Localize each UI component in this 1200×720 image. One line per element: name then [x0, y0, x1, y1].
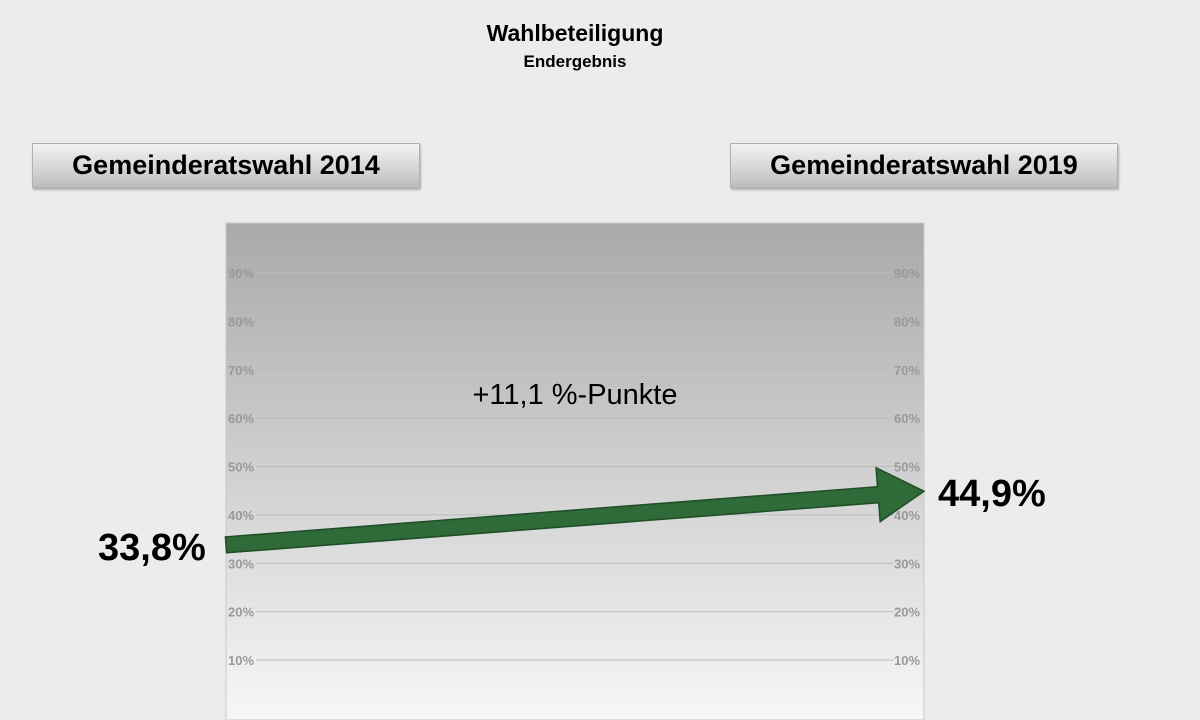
tick-label-left-50: 50%	[228, 460, 254, 475]
tick-label-left-70: 70%	[228, 363, 254, 378]
y-axis-ticks: 10% 10% 20% 20% 30% 30% 40% 40% 50% 50% 60% 60% 70% 7…	[228, 266, 920, 668]
tick-label-left-80: 80%	[228, 314, 254, 329]
tick-label-left-40: 40%	[228, 508, 254, 523]
tick-label-right-70: 70%	[894, 363, 920, 378]
tick-label-right-40: 40%	[894, 508, 920, 523]
tick-label-right-10: 10%	[894, 653, 920, 668]
tick-label-left-90: 90%	[228, 266, 254, 281]
tick-label-left-20: 20%	[228, 605, 254, 620]
chart-subtitle: Endergebnis	[523, 52, 627, 71]
tick-label-left-30: 30%	[228, 556, 254, 571]
tick-label-right-30: 30%	[894, 556, 920, 571]
tick-label-left-10: 10%	[228, 653, 254, 668]
tick-label-right-50: 50%	[894, 460, 920, 475]
value-label-2019: 44,9%	[938, 473, 1046, 515]
category-label-2014: Gemeinderatswahl 2014	[32, 143, 420, 188]
chart-title: Wahlbeteiligung	[486, 20, 664, 46]
tick-label-right-20: 20%	[894, 605, 920, 620]
tick-label-right-90: 90%	[894, 266, 920, 281]
change-annotation: +11,1 %-Punkte	[472, 379, 677, 411]
tick-label-right-80: 80%	[894, 314, 920, 329]
tick-label-right-60: 60%	[894, 411, 920, 426]
trend-arrow	[224, 466, 926, 554]
tick-label-left-60: 60%	[228, 411, 254, 426]
trend-arrow-shape	[224, 466, 926, 554]
value-label-2014: 33,8%	[98, 527, 206, 569]
category-label-2019: Gemeinderatswahl 2019	[730, 143, 1118, 188]
plot-area	[225, 222, 925, 720]
